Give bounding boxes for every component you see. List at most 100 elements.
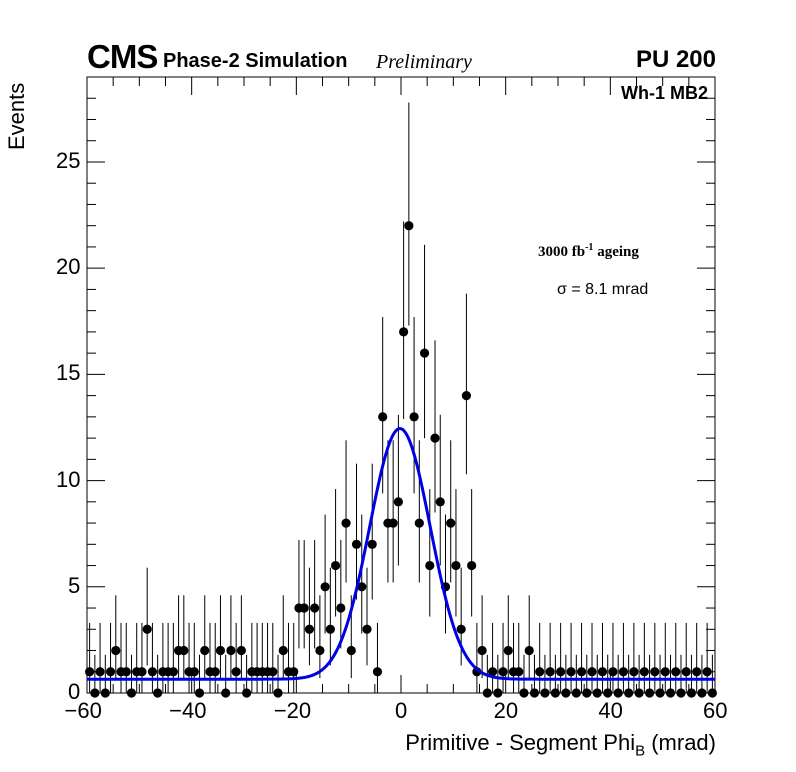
x-tick-label: −60 bbox=[64, 698, 102, 723]
data-point bbox=[153, 688, 163, 698]
error-bars bbox=[87, 102, 715, 694]
y-tick-label: 10 bbox=[56, 466, 81, 492]
data-point bbox=[519, 688, 529, 698]
data-point bbox=[660, 667, 670, 677]
data-point bbox=[587, 667, 597, 677]
data-point bbox=[529, 688, 540, 698]
data-point bbox=[629, 667, 639, 677]
data-point bbox=[100, 688, 110, 698]
data-point bbox=[639, 667, 649, 677]
data-point bbox=[341, 518, 351, 528]
y-tick-label: 0 bbox=[68, 679, 81, 704]
data-point bbox=[351, 539, 362, 549]
data-point bbox=[299, 603, 309, 613]
data-point bbox=[461, 391, 472, 401]
data-point bbox=[655, 688, 665, 698]
data-point bbox=[446, 518, 456, 528]
x-axis-label: Primitive - Segment PhiB (mrad) bbox=[405, 730, 716, 759]
x-tick-label: −20 bbox=[273, 698, 312, 723]
data-point bbox=[435, 497, 445, 507]
data-point bbox=[487, 667, 498, 677]
data-point bbox=[540, 688, 550, 698]
data-point bbox=[425, 560, 435, 571]
data-point bbox=[608, 667, 618, 677]
data-point bbox=[451, 560, 461, 571]
data-point bbox=[634, 688, 644, 698]
data-point bbox=[168, 667, 178, 677]
x-tick-label: 20 bbox=[493, 698, 519, 723]
data-point bbox=[618, 667, 629, 677]
data-point bbox=[676, 688, 686, 698]
data-point bbox=[665, 688, 676, 698]
data-point bbox=[304, 624, 315, 634]
data-point bbox=[503, 645, 513, 656]
data-point bbox=[582, 688, 592, 698]
data-point bbox=[571, 688, 581, 698]
data-point bbox=[477, 645, 487, 656]
data-point bbox=[95, 667, 105, 677]
data-point bbox=[310, 603, 320, 613]
data-point bbox=[357, 582, 367, 592]
data-point bbox=[111, 645, 121, 656]
data-point bbox=[179, 645, 189, 656]
data-point bbox=[325, 624, 335, 634]
data-point bbox=[388, 518, 398, 528]
gaussian-fit-curve bbox=[87, 427, 715, 681]
lumi-suffix: ageing bbox=[593, 244, 639, 260]
data-point bbox=[273, 688, 283, 698]
data-point bbox=[430, 433, 440, 443]
data-point bbox=[697, 688, 707, 698]
experiment-label: CMS bbox=[87, 38, 158, 75]
sigma-annotation: σ = 8.1 mrad bbox=[557, 281, 649, 298]
data-point bbox=[556, 667, 566, 677]
x-axis-label-sub: B bbox=[635, 742, 646, 760]
x-tick-label: −40 bbox=[169, 698, 207, 723]
data-point bbox=[419, 348, 430, 358]
axis-ticks bbox=[86, 76, 716, 694]
data-point bbox=[692, 667, 702, 677]
data-point bbox=[702, 667, 712, 677]
data-point bbox=[603, 688, 613, 698]
data-point bbox=[336, 603, 346, 613]
data-point bbox=[231, 667, 241, 677]
data-point bbox=[597, 667, 608, 677]
luminosity-annotation: 3000 fb-1 ageing bbox=[538, 242, 639, 261]
data-point bbox=[330, 560, 341, 571]
data-point bbox=[414, 518, 424, 528]
data-point bbox=[399, 327, 409, 337]
data-point bbox=[514, 667, 524, 677]
x-axis-label-main: Primitive - Segment Phi bbox=[405, 730, 636, 755]
data-point bbox=[456, 624, 466, 634]
data-point bbox=[707, 688, 717, 698]
data-point bbox=[624, 688, 634, 698]
data-point bbox=[367, 539, 377, 549]
data-point bbox=[681, 667, 691, 677]
data-point bbox=[535, 667, 545, 677]
data-point bbox=[315, 645, 325, 656]
data-point bbox=[498, 667, 508, 677]
data-point bbox=[242, 688, 252, 698]
data-point bbox=[189, 667, 199, 677]
data-point bbox=[90, 688, 100, 698]
simulation-label: Phase-2 Simulation bbox=[163, 50, 348, 72]
data-point bbox=[147, 667, 158, 677]
data-point bbox=[137, 667, 147, 677]
data-point bbox=[404, 221, 414, 231]
data-point bbox=[215, 645, 226, 656]
data-point bbox=[142, 624, 152, 634]
pileup-label: PU 200 bbox=[635, 46, 716, 73]
data-point bbox=[493, 688, 503, 698]
data-point bbox=[289, 667, 299, 677]
data-points bbox=[85, 221, 717, 698]
data-point bbox=[482, 688, 492, 698]
data-point bbox=[393, 497, 403, 507]
data-point bbox=[592, 688, 602, 698]
data-point bbox=[278, 645, 288, 656]
data-point bbox=[671, 667, 681, 677]
data-point bbox=[105, 667, 116, 677]
data-point bbox=[378, 412, 388, 422]
data-point bbox=[121, 667, 131, 677]
data-point bbox=[576, 667, 587, 677]
data-point bbox=[85, 667, 95, 677]
